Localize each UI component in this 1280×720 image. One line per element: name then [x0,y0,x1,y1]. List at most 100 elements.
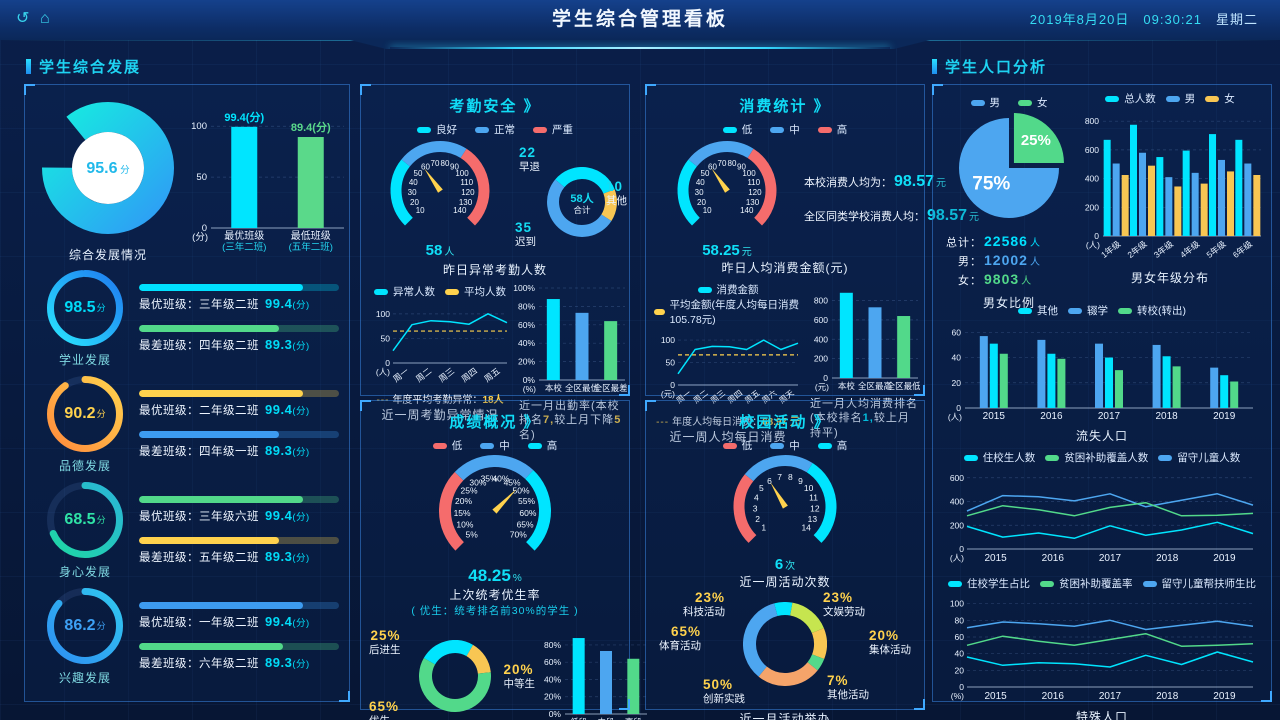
legend-item[interactable]: 中 [480,438,510,453]
svg-text:合计: 合计 [573,205,591,215]
metric-row-wellbeing: 68.5 分 身心发展 最优班级：三年级六班 99.4(分) 最差班级：五年级二班 8… [35,477,339,583]
svg-text:400: 400 [950,497,964,507]
datetime: 2019年8月20日 09:30:21 星期二 [1016,0,1258,40]
donut-label: 65%优生 [369,699,400,720]
legend-item[interactable]: 正常 [475,122,515,137]
legend-item[interactable]: 高 [527,438,557,453]
legend-item[interactable]: 低 [432,438,462,453]
back-icon[interactable]: ↺ [16,10,30,27]
legend-item[interactable]: 中 [770,438,800,453]
avg-note: --- 年度人均每日消费：68.97 元 [656,417,800,428]
svg-text:70: 70 [431,159,440,168]
svg-text:(人): (人) [1086,240,1100,250]
pie-legend: 男女 [970,95,1048,110]
svg-text:5%: 5% [466,529,479,539]
svg-text:(%): (%) [951,691,964,701]
legend-item[interactable]: 总人数 [1105,91,1156,106]
svg-text:800: 800 [814,296,828,306]
legend-item[interactable]: 良好 [417,122,457,137]
svg-text:40%: 40% [492,474,509,484]
ring-chart-interest: 86.2 分 [46,587,124,665]
svg-text:5: 5 [759,483,764,493]
svg-text:3年级: 3年级 [1152,238,1176,260]
legend-item[interactable]: 高 [817,122,847,137]
legend-item[interactable]: 男 [1165,91,1195,106]
donut-label: 65% 体育活动 [659,624,701,653]
legend-item[interactable]: 平均人数 [445,284,506,299]
svg-text:0: 0 [959,682,964,692]
legend-item[interactable]: 男 [970,95,1000,110]
title-bar-icon [26,59,31,74]
legend-item[interactable]: 女 [1018,95,1048,110]
special-population-count-lines: 600 400 200 0 (人) 2015 2016 2017 2018 2019 [941,465,1263,570]
legend-item[interactable]: 转校(转出) [1118,303,1186,318]
panel-grade-overview: 成绩概况 》 低中高 5% 10% 15% 20% 25% 30% 35% 40% 45% 50%… [360,400,647,720]
svg-text:55%: 55% [518,496,535,506]
legend-item[interactable]: 住校生人数 [963,450,1035,465]
pie-caption: 男女比例 [982,296,1035,310]
svg-text:0%: 0% [549,709,562,719]
worst-class-bar-group: 最差班级：五年级二班 89.3(分) [139,536,339,565]
legend-item[interactable]: 中 [770,122,800,137]
panel-title: 考勤安全 》 [449,98,541,115]
svg-text:60%: 60% [544,657,561,667]
svg-text:0: 0 [670,380,675,390]
svg-text:25%: 25% [1021,132,1051,149]
legend-item[interactable]: 消费金额 [697,282,759,297]
legend-item[interactable]: 平均金额(年度人均每日消费105.78元) [654,297,802,327]
svg-text:10: 10 [703,206,712,215]
legend-item[interactable]: 女 [1205,91,1235,106]
svg-text:80%: 80% [544,640,561,650]
svg-text:10: 10 [416,206,425,215]
donut-chart [419,640,491,717]
legend-item[interactable]: 其他 [1018,303,1058,318]
donut-label: 7% 其他活动 [827,673,869,702]
legend-item[interactable]: 留守儿童人数 [1158,450,1240,465]
svg-text:50: 50 [701,169,710,178]
svg-text:20%: 20% [544,692,561,702]
legend-item[interactable]: 高 [817,438,847,453]
legend-item[interactable]: 辍学 [1068,303,1108,318]
legend-item[interactable]: 留守儿童帮扶师生比 [1142,576,1256,591]
svg-text:40: 40 [409,178,418,187]
metric-row-academics: 98.5 分 学业发展 最优班级：三年级二班 99.4(分) 最差班级：四年级二班 8… [35,265,339,371]
svg-text:0%: 0% [523,375,536,385]
svg-text:2015: 2015 [983,411,1006,422]
legend-item[interactable]: 住校学生占比 [948,576,1030,591]
grades-legend: 低中高 [369,438,621,453]
consumption-legend: 低中高 [654,122,916,137]
svg-text:50: 50 [381,333,391,343]
svg-text:(元): (元) [661,389,675,399]
female-count: 女： 9803 人 [958,271,1033,287]
svg-text:4年级: 4年级 [1178,238,1202,260]
legend-item[interactable]: 低 [722,122,752,137]
legend-item[interactable]: 贫困补助覆盖率 [1040,576,1133,591]
svg-text:本校: 本校 [545,383,563,393]
panel-consumption: 消费统计 》 低中高 10 20 30 40 50 60 70 80 90 100 110 120 13… [645,84,979,444]
svg-text:20: 20 [410,198,419,207]
donut-label: 25% 后进生 [369,628,401,657]
gauge-caption: 昨日异常考勤人数 [442,263,547,277]
svg-text:95.6 分: 95.6 分 [86,160,130,177]
legend-item[interactable]: 低 [722,438,752,453]
activity-gauge: 1 2 3 4 5 6 7 8 9 10 11 12 13 14 [654,453,916,558]
attendance-bar-chart: 100% 80% 60% 40% 20% 0% (%) 本校 全区最优 全区最差 [511,282,627,399]
svg-text:中段: 中段 [597,717,615,720]
home-icon[interactable]: ⌂ [40,10,50,27]
line-caption: 近一周考勤异常情况 [381,408,499,422]
svg-text:周四: 周四 [459,366,479,384]
svg-text:5年级: 5年级 [1204,238,1228,260]
best-class-bar-group: 最优班级：一年级二班 99.4(分) [139,601,339,630]
legend-item[interactable]: 异常人数 [374,284,435,299]
special-count-legend: 住校生人数 贫困补助覆盖人数 留守儿童人数 [941,450,1263,465]
grades-gauge: 5% 10% 15% 20% 25% 30% 35% 40% 45% 50% 55% 60% 65% 70… [369,453,621,568]
header: ↺ ⌂ 学生综合管理看板 2019年8月20日 09:30:21 星期二 [0,0,1280,40]
svg-text:(三年二班): (三年二班) [222,241,266,253]
svg-text:全区最低: 全区最低 [887,381,920,391]
donut-label: 20% 集体活动 [869,628,911,657]
legend-item[interactable]: 贫困补助覆盖人数 [1045,450,1148,465]
consumption-gauge: 10 20 30 40 50 60 70 80 90 100 110 120 130 140 [654,139,800,244]
legend-item[interactable]: 严重 [533,122,573,137]
svg-text:130: 130 [746,198,760,207]
svg-text:(人): (人) [950,553,964,563]
